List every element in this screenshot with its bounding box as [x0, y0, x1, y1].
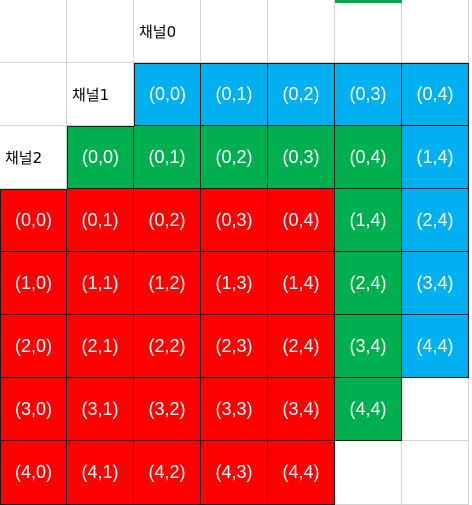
index-cell-channel2[interactable]: (3,0) — [0, 378, 67, 441]
index-cell-channel1[interactable]: (0,0) — [67, 126, 134, 189]
channel-label-channel0[interactable]: 채널0 — [134, 0, 201, 63]
index-cell-channel2[interactable]: (0,2) — [134, 189, 201, 252]
index-cell-channel2[interactable]: (3,2) — [134, 378, 201, 441]
index-cell-channel1[interactable]: (1,4) — [335, 189, 402, 252]
index-cell-channel2[interactable]: (4,2) — [134, 441, 201, 505]
empty-cell[interactable] — [201, 0, 268, 63]
cell-fill-fragment — [335, 0, 402, 3]
index-cell-channel2[interactable]: (2,2) — [134, 315, 201, 378]
index-cell-channel2[interactable]: (0,3) — [201, 189, 268, 252]
index-cell-channel2[interactable]: (2,0) — [0, 315, 67, 378]
empty-cell[interactable] — [335, 441, 402, 505]
index-cell-channel0[interactable]: (0,2) — [268, 63, 335, 126]
index-cell-channel0[interactable]: (2,4) — [402, 189, 469, 252]
index-cell-channel0[interactable]: (1,4) — [402, 126, 469, 189]
empty-cell[interactable] — [0, 63, 67, 126]
index-cell-channel2[interactable]: (1,2) — [134, 252, 201, 315]
index-cell-channel0[interactable]: (3,4) — [402, 252, 469, 315]
index-cell-channel2[interactable]: (2,3) — [201, 315, 268, 378]
index-cell-channel1[interactable]: (2,4) — [335, 252, 402, 315]
index-cell-channel0[interactable]: (0,4) — [402, 63, 469, 126]
index-cell-channel1[interactable]: (0,3) — [268, 126, 335, 189]
channel-label-channel1[interactable]: 채널1 — [67, 63, 134, 126]
index-cell-channel2[interactable]: (4,0) — [0, 441, 67, 505]
empty-cell[interactable] — [67, 0, 134, 63]
empty-cell[interactable] — [335, 0, 402, 63]
index-cell-channel2[interactable]: (4,1) — [67, 441, 134, 505]
index-cell-channel2[interactable]: (4,3) — [201, 441, 268, 505]
empty-cell[interactable] — [402, 441, 469, 505]
index-cell-channel0[interactable]: (4,4) — [402, 315, 469, 378]
index-cell-channel2[interactable]: (1,0) — [0, 252, 67, 315]
index-cell-channel0[interactable]: (0,0) — [134, 63, 201, 126]
index-cell-channel2[interactable]: (1,3) — [201, 252, 268, 315]
index-cell-channel1[interactable]: (0,4) — [335, 126, 402, 189]
index-cell-channel2[interactable]: (3,3) — [201, 378, 268, 441]
index-cell-channel1[interactable]: (0,2) — [201, 126, 268, 189]
index-cell-channel2[interactable]: (0,1) — [67, 189, 134, 252]
index-cell-channel1[interactable]: (0,1) — [134, 126, 201, 189]
empty-cell[interactable] — [0, 0, 67, 63]
index-cell-channel2[interactable]: (0,4) — [268, 189, 335, 252]
index-cell-channel2[interactable]: (2,1) — [67, 315, 134, 378]
index-cell-channel2[interactable]: (0,0) — [0, 189, 67, 252]
empty-cell[interactable] — [402, 378, 469, 441]
index-cell-channel2[interactable]: (2,4) — [268, 315, 335, 378]
index-cell-channel2[interactable]: (3,4) — [268, 378, 335, 441]
index-cell-channel0[interactable]: (0,3) — [335, 63, 402, 126]
empty-cell[interactable] — [268, 0, 335, 63]
index-cell-channel0[interactable]: (0,1) — [201, 63, 268, 126]
channel-label-channel2[interactable]: 채널2 — [0, 126, 67, 189]
index-cell-channel1[interactable]: (3,4) — [335, 315, 402, 378]
index-cell-channel2[interactable]: (4,4) — [268, 441, 335, 505]
index-cell-channel1[interactable]: (4,4) — [335, 378, 402, 441]
empty-cell[interactable] — [402, 0, 469, 63]
index-cell-channel2[interactable]: (1,4) — [268, 252, 335, 315]
index-cell-channel2[interactable]: (3,1) — [67, 378, 134, 441]
index-cell-channel2[interactable]: (1,1) — [67, 252, 134, 315]
